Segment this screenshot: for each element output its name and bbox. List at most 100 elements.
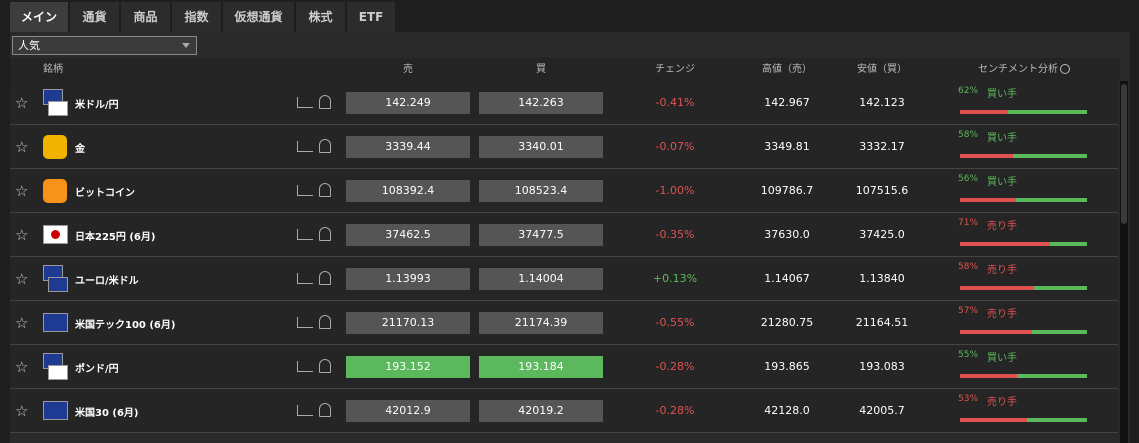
sentiment-bar: [960, 286, 1087, 290]
change: -0.28%: [655, 360, 695, 373]
alert-icon[interactable]: [319, 403, 331, 417]
alert-icon[interactable]: [319, 271, 331, 285]
sentiment-bar: [960, 154, 1087, 158]
buy-button[interactable]: 3340.01: [479, 136, 603, 158]
sentiment-bar: [960, 330, 1087, 334]
buy-button[interactable]: 37477.5: [479, 224, 603, 246]
buy-button[interactable]: 108523.4: [479, 180, 603, 202]
chart-icon[interactable]: [297, 141, 313, 152]
buy-button[interactable]: 142.263: [479, 92, 603, 114]
tab[interactable]: ETF: [347, 2, 395, 32]
buy-button[interactable]: 42019.2: [479, 400, 603, 422]
chart-icon[interactable]: [297, 405, 313, 416]
sell-button[interactable]: 1.13993: [346, 268, 470, 290]
alert-icon[interactable]: [319, 359, 331, 373]
sentiment-percent: 53%: [958, 394, 979, 404]
sentiment-bar: [960, 374, 1087, 378]
buy-button[interactable]: 193.184: [479, 356, 603, 378]
sentiment-bar-fill: [960, 374, 1018, 378]
change: -0.07%: [655, 140, 695, 153]
alert-icon[interactable]: [319, 183, 331, 197]
sell-button[interactable]: 108392.4: [346, 180, 470, 202]
instrument-name[interactable]: ビットコイン: [75, 188, 135, 199]
instrument-name[interactable]: 金: [75, 144, 85, 155]
star-icon[interactable]: ☆: [15, 402, 29, 420]
buy-button[interactable]: 21174.39: [479, 312, 603, 334]
asset-icon: [43, 135, 67, 159]
instrument-name[interactable]: 日本225円 (6月): [75, 232, 156, 243]
tab[interactable]: 仮想通貨: [223, 2, 294, 32]
change: -1.00%: [655, 184, 695, 197]
alert-icon[interactable]: [319, 315, 331, 329]
alert-icon[interactable]: [319, 139, 331, 153]
sell-button[interactable]: 21170.13: [346, 312, 470, 334]
scrollbar: [1120, 81, 1128, 443]
star-icon[interactable]: ☆: [15, 94, 29, 112]
high: 21280.75: [760, 316, 814, 329]
star-icon[interactable]: ☆: [15, 270, 29, 288]
star-icon[interactable]: ☆: [15, 226, 29, 244]
sentiment-side: 買い手: [987, 353, 1017, 364]
sentiment-side: 売り手: [987, 265, 1017, 276]
sentiment-bar-fill: [960, 286, 1034, 290]
high: 193.865: [764, 360, 810, 373]
low: 21164.51: [855, 316, 909, 329]
tab[interactable]: 指数: [172, 2, 221, 32]
low: 1.13840: [859, 272, 905, 285]
sentiment-bar-fill: [960, 198, 1016, 202]
star-icon[interactable]: ☆: [15, 358, 29, 376]
low: 42005.7: [859, 404, 905, 417]
sell-button[interactable]: 3339.44: [346, 136, 470, 158]
sell-button[interactable]: 37462.5: [346, 224, 470, 246]
chart-icon[interactable]: [297, 361, 313, 372]
star-icon[interactable]: ☆: [15, 314, 29, 332]
instrument-name[interactable]: 米ドル/円: [75, 100, 119, 111]
chart-icon[interactable]: [297, 273, 313, 284]
sentiment-side: 買い手: [987, 89, 1017, 100]
sentiment-percent: 62%: [958, 86, 979, 96]
chart-icon[interactable]: [297, 185, 313, 196]
sentiment-side: 買い手: [987, 133, 1017, 144]
sentiment-bar-fill: [960, 242, 1051, 246]
chart-icon[interactable]: [297, 317, 313, 328]
instrument-name[interactable]: 米国30 (6月): [75, 408, 139, 419]
high: 37630.0: [764, 228, 810, 241]
sell-button[interactable]: 42012.9: [346, 400, 470, 422]
sentiment-percent: 57%: [958, 306, 979, 316]
sentiment-bar-fill: [960, 110, 1009, 114]
scrollbar-thumb[interactable]: [1121, 84, 1127, 224]
instrument-name[interactable]: ポンド/円: [75, 364, 119, 375]
change: -0.35%: [655, 228, 695, 241]
sentiment-side: 売り手: [987, 221, 1017, 232]
tab[interactable]: 通貨: [70, 2, 119, 32]
instrument-name[interactable]: ユーロ/米ドル: [75, 276, 139, 287]
chart-icon[interactable]: [297, 97, 313, 108]
star-icon[interactable]: ☆: [15, 182, 29, 200]
low: 37425.0: [859, 228, 905, 241]
alert-icon[interactable]: [319, 227, 331, 241]
sell-button[interactable]: 142.249: [346, 92, 470, 114]
sentiment-percent: 58%: [958, 262, 979, 272]
star-icon[interactable]: ☆: [15, 138, 29, 156]
sell-button[interactable]: 193.152: [346, 356, 470, 378]
high: 109786.7: [760, 184, 814, 197]
tab[interactable]: 株式: [296, 2, 345, 32]
sentiment-bar: [960, 242, 1087, 246]
sentiment-side: 売り手: [987, 309, 1017, 320]
alert-icon[interactable]: [319, 95, 331, 109]
change: +0.13%: [652, 272, 698, 285]
tab[interactable]: メイン: [10, 2, 68, 32]
sentiment-bar-fill: [960, 330, 1033, 334]
sentiment-percent: 58%: [958, 130, 979, 140]
header-name: 銘柄: [43, 64, 63, 75]
change: -0.28%: [655, 404, 695, 417]
flag-icon: [48, 277, 68, 292]
filter-dropdown[interactable]: 人気: [12, 36, 197, 55]
tab[interactable]: 商品: [121, 2, 170, 32]
buy-button[interactable]: 1.14004: [479, 268, 603, 290]
sentiment-bar-fill: [960, 154, 1014, 158]
asset-icon: [43, 179, 67, 203]
chart-icon[interactable]: [297, 229, 313, 240]
instrument-name[interactable]: 米国テック100 (6月): [75, 320, 176, 331]
